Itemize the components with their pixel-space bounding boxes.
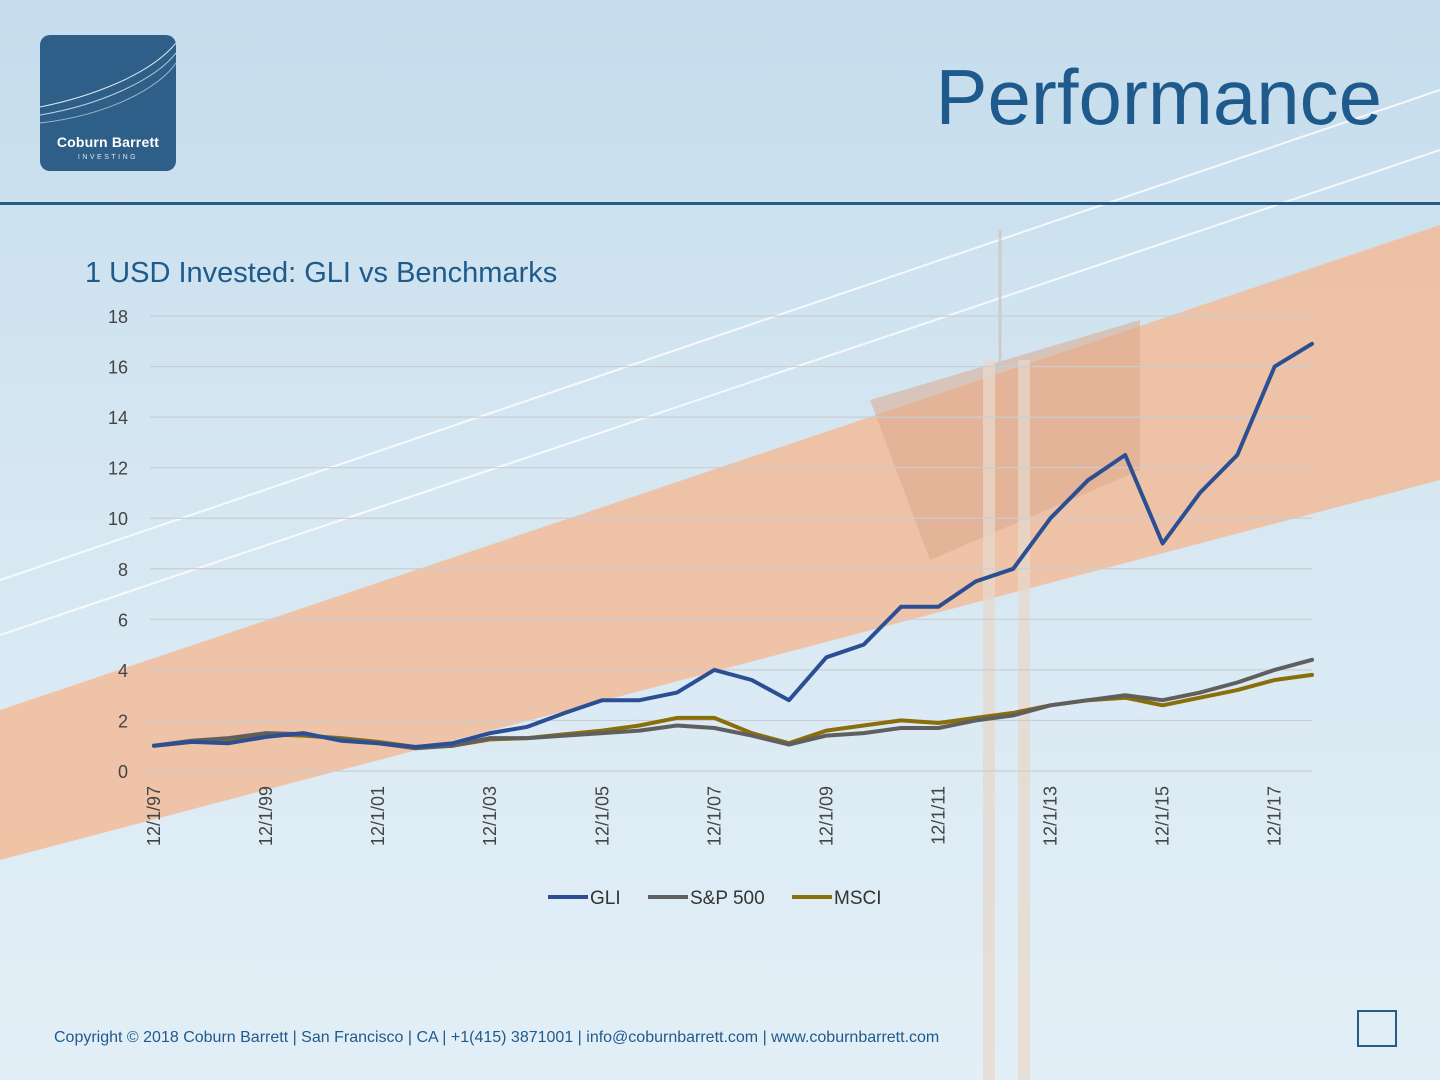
grid-lines: [150, 315, 1312, 772]
y-tick-label: 16: [108, 358, 128, 378]
footer-contact: Copyright © 2018 Coburn Barrett | San Fr…: [54, 1029, 940, 1046]
y-axis-ticks: 0 2 4 6 8 10 12 14 16 18: [108, 307, 128, 782]
legend: GLI S&P 500 MSCI: [548, 888, 882, 909]
y-tick-label: 2: [118, 711, 128, 731]
x-tick-label: 12/1/97: [144, 786, 164, 846]
y-tick-label: 6: [118, 610, 128, 630]
logo-name: Coburn Barrett: [56, 134, 160, 150]
y-tick-label: 14: [108, 408, 128, 428]
x-tick-label: 12/1/05: [592, 786, 612, 846]
logo-subtitle: INVESTING: [77, 154, 139, 161]
x-axis-ticks: 12/1/97 12/1/99 12/1/01 12/1/03 12/1/05 12/1/…: [144, 786, 1285, 846]
x-tick-label: 12/1/07: [704, 786, 724, 846]
legend-label: GLI: [590, 888, 621, 909]
x-tick-label: 12/1/11: [928, 786, 948, 845]
x-tick-label: 12/1/13: [1041, 786, 1061, 846]
page-title: Performance: [935, 53, 1382, 141]
y-tick-label: 18: [108, 307, 128, 327]
header-divider: [0, 202, 1440, 205]
chart-title: 1 USD Invested: GLI vs Benchmarks: [85, 257, 558, 289]
x-tick-label: 12/1/99: [256, 786, 276, 846]
y-tick-label: 0: [118, 762, 128, 782]
series-lines: [152, 341, 1314, 751]
company-logo: Coburn Barrett INVESTING: [40, 35, 176, 171]
x-tick-label: 12/1/01: [368, 786, 388, 846]
y-tick-label: 10: [108, 509, 128, 529]
y-tick-label: 12: [108, 459, 128, 479]
x-tick-label: 12/1/09: [816, 786, 836, 846]
legend-label: S&P 500: [690, 888, 765, 909]
x-tick-label: 12/1/17: [1265, 786, 1285, 846]
y-tick-label: 8: [118, 560, 128, 580]
page-marker-box: [1357, 1010, 1397, 1047]
y-tick-label: 4: [118, 661, 128, 681]
legend-label: MSCI: [834, 888, 882, 909]
x-tick-label: 12/1/15: [1153, 786, 1173, 846]
x-tick-label: 12/1/03: [480, 786, 500, 846]
logo-swoosh-icon: [40, 42, 176, 124]
series-line-gli: [152, 341, 1314, 749]
